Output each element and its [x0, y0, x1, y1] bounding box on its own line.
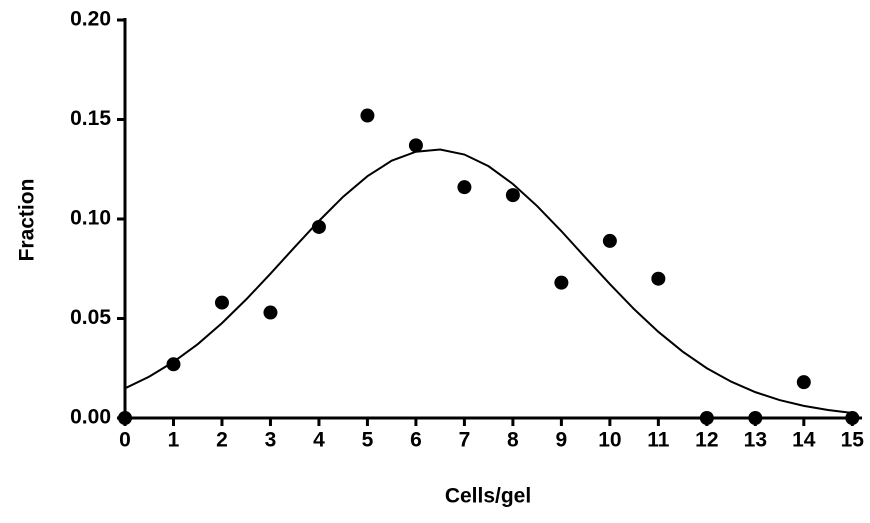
data-point [796, 375, 811, 390]
x-tick-label: 12 [695, 429, 718, 452]
data-point [602, 233, 617, 248]
data-point [651, 271, 666, 286]
y-axis-title: Fraction [16, 179, 39, 262]
y-tick-label: 0.00 [70, 406, 111, 429]
x-tick-label: 6 [410, 429, 422, 452]
x-tick-label: 11 [647, 429, 670, 452]
data-point [457, 180, 472, 195]
x-tick-label: 9 [556, 429, 568, 452]
data-point [263, 305, 278, 320]
x-tick-label: 4 [313, 429, 325, 452]
data-point [748, 411, 763, 425]
data-point [845, 411, 860, 425]
y-tick-label: 0.10 [70, 207, 111, 230]
x-tick-label: 2 [216, 429, 228, 452]
data-point [214, 295, 229, 310]
y-tick-label: 0.05 [70, 306, 111, 329]
data-point [505, 188, 520, 203]
data-point [360, 108, 375, 123]
data-point [554, 275, 569, 290]
x-tick-label: 7 [459, 429, 471, 452]
y-tick-label: 0.15 [70, 107, 111, 130]
data-point [699, 411, 714, 425]
x-tick-label: 3 [265, 429, 277, 452]
data-point [408, 138, 423, 153]
x-tick-label: 8 [507, 429, 519, 452]
data-point [166, 357, 181, 372]
fit-curve [124, 148, 853, 415]
x-tick-label: 0 [119, 429, 131, 452]
x-tick-label: 1 [168, 429, 180, 452]
x-tick-label: 14 [792, 429, 816, 452]
x-tick-label: 10 [598, 429, 621, 452]
y-tick-label: 0.20 [70, 8, 111, 31]
x-tick-label: 5 [362, 429, 374, 452]
data-point [118, 411, 132, 425]
x-tick-label: 13 [744, 429, 767, 452]
x-axis-title: Cells/gel [445, 485, 531, 508]
x-tick-label: 15 [841, 429, 865, 452]
